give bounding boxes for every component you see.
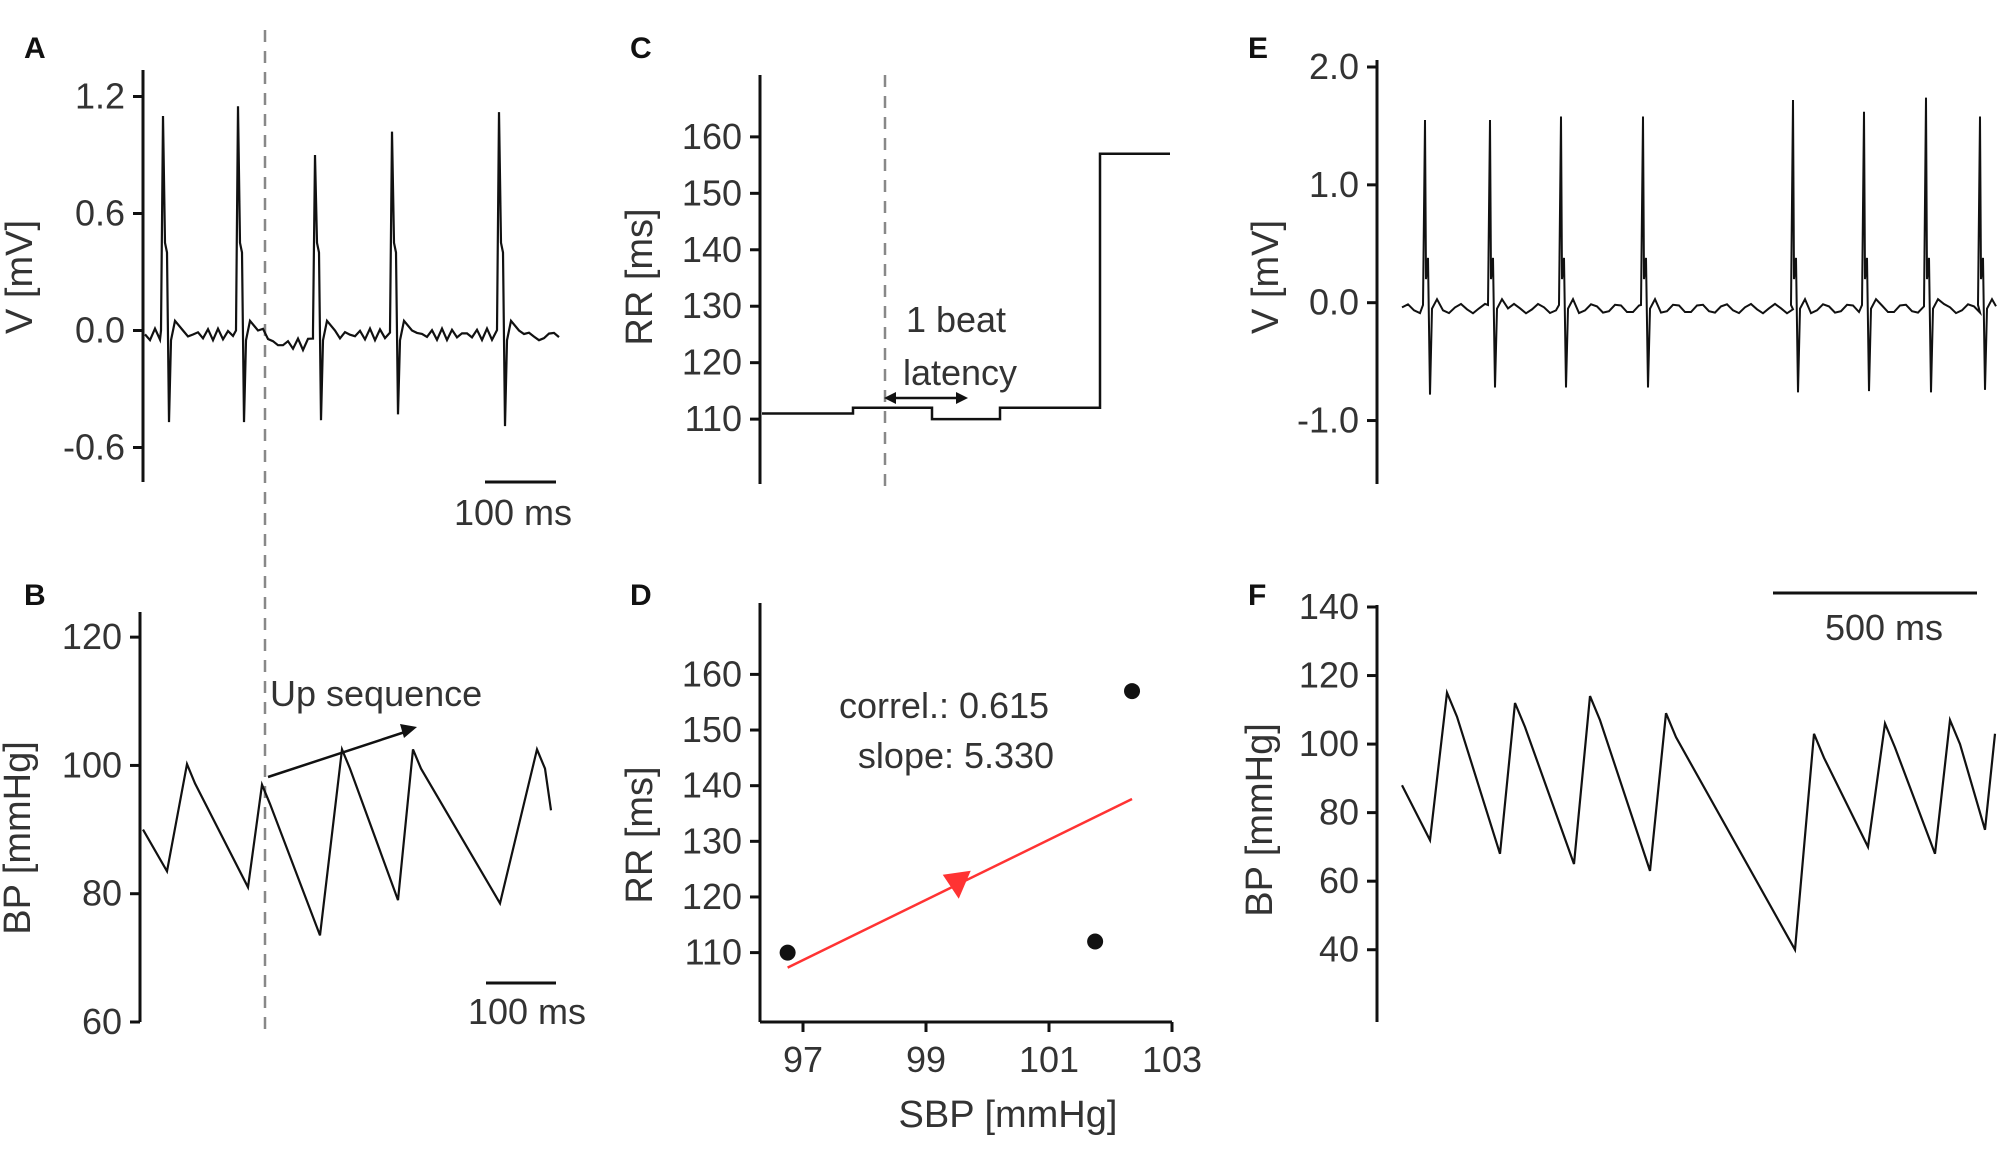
panel-e-ecg-trace	[1401, 97, 1997, 395]
panel-f-y-tick-label: 120	[1299, 655, 1359, 696]
panel-c-rr-trace	[762, 152, 1170, 421]
latency-label-line1: 1 beat	[906, 299, 1006, 340]
scatter-point	[1124, 683, 1141, 700]
panel-d-y-tick-label: 130	[682, 820, 742, 861]
panel-letter-a: A	[24, 32, 46, 65]
panel-letter-e: E	[1248, 32, 1268, 65]
panel-d-y-tick-label: 150	[682, 709, 742, 750]
panel-d-y-tick-label: 160	[682, 653, 742, 694]
panel-b-y-tick-label: 120	[62, 616, 122, 657]
up-sequence-arrow	[267, 724, 417, 779]
panel-f-y-tick-label: 140	[1299, 586, 1359, 627]
panel-a-y-axis-label: V [mV]	[0, 220, 41, 334]
scatter-point	[779, 944, 796, 961]
panel-e-y-tick-label: -1.0	[1297, 400, 1359, 441]
panel-e-y-tick-label: 2.0	[1309, 46, 1359, 87]
panel-b-scalebar-label: 100 ms	[468, 991, 586, 1032]
panel-f-y-axis-label: BP [mmHg]	[1239, 723, 1281, 917]
panel-b-y-tick-label: 80	[82, 873, 122, 914]
panel-a-y-tick-label: -0.6	[63, 427, 125, 468]
panel-d-y-tick-label: 120	[682, 876, 742, 917]
panel-a-ecg-trace	[144, 106, 560, 427]
panel-a-y-tick-label: 0.6	[75, 193, 125, 234]
panel-letter-f: F	[1248, 579, 1266, 612]
latency-double-arrow	[884, 392, 968, 404]
up-sequence-label: Up sequence	[270, 673, 482, 714]
panel-b-y-axis-label: BP [mmHg]	[0, 741, 39, 935]
panel-d-y-axis-label: RR [ms]	[619, 766, 661, 903]
slope-text: slope: 5.330	[858, 735, 1054, 776]
panel-f-scalebar-label: 500 ms	[1825, 607, 1943, 648]
panel-f-y-tick-label: 60	[1319, 860, 1359, 901]
panel-f-y-tick-label: 40	[1319, 929, 1359, 970]
panel-e-y-tick-label: 0.0	[1309, 282, 1359, 323]
panel-d-x-tick-label: 99	[906, 1039, 946, 1080]
panel-c-y-tick-label: 140	[682, 229, 742, 270]
panel-c-y-tick-label: 110	[685, 398, 742, 439]
panel-a-scalebar-label: 100 ms	[454, 492, 572, 533]
panel-b-bp-trace	[142, 745, 553, 936]
panel-d-y-tick-label: 110	[685, 932, 742, 973]
panel-c-y-tick-label: 160	[682, 116, 742, 157]
panel-d-x-tick-label: 97	[783, 1039, 823, 1080]
regression-direction-marker	[942, 870, 971, 899]
panel-a-y-tick-label: 0.0	[75, 310, 125, 351]
panel-c-y-axis-label: RR [ms]	[619, 208, 661, 345]
panel-letter-b: B	[24, 579, 46, 612]
panel-c-y-tick-label: 120	[682, 342, 742, 383]
panel-d-x-axis-label: SBP [mmHg]	[899, 1094, 1118, 1136]
correlation-text: correl.: 0.615	[839, 685, 1049, 726]
panel-f-y-tick-label: 80	[1319, 792, 1359, 833]
panel-f-y-tick-label: 100	[1299, 723, 1359, 764]
panel-letter-c: C	[630, 32, 652, 65]
panel-b-y-tick-label: 100	[62, 744, 122, 785]
latency-label-line2: latency	[903, 352, 1017, 393]
panel-d-x-tick-label: 103	[1142, 1039, 1202, 1080]
panel-e-y-axis-label: V [mV]	[1245, 220, 1287, 334]
scatter-point	[1087, 933, 1104, 950]
panel-b-y-tick-label: 60	[82, 1001, 122, 1042]
panel-letter-d: D	[630, 579, 652, 612]
panel-c-y-tick-label: 150	[682, 172, 742, 213]
panel-c-y-tick-label: 130	[682, 285, 742, 326]
panel-f-bp-trace	[1401, 688, 1997, 954]
panel-a-y-tick-label: 1.2	[75, 76, 125, 117]
panel-d-x-tick-label: 101	[1019, 1039, 1079, 1080]
panel-e-y-tick-label: 1.0	[1309, 164, 1359, 205]
panel-d-y-tick-label: 140	[682, 765, 742, 806]
